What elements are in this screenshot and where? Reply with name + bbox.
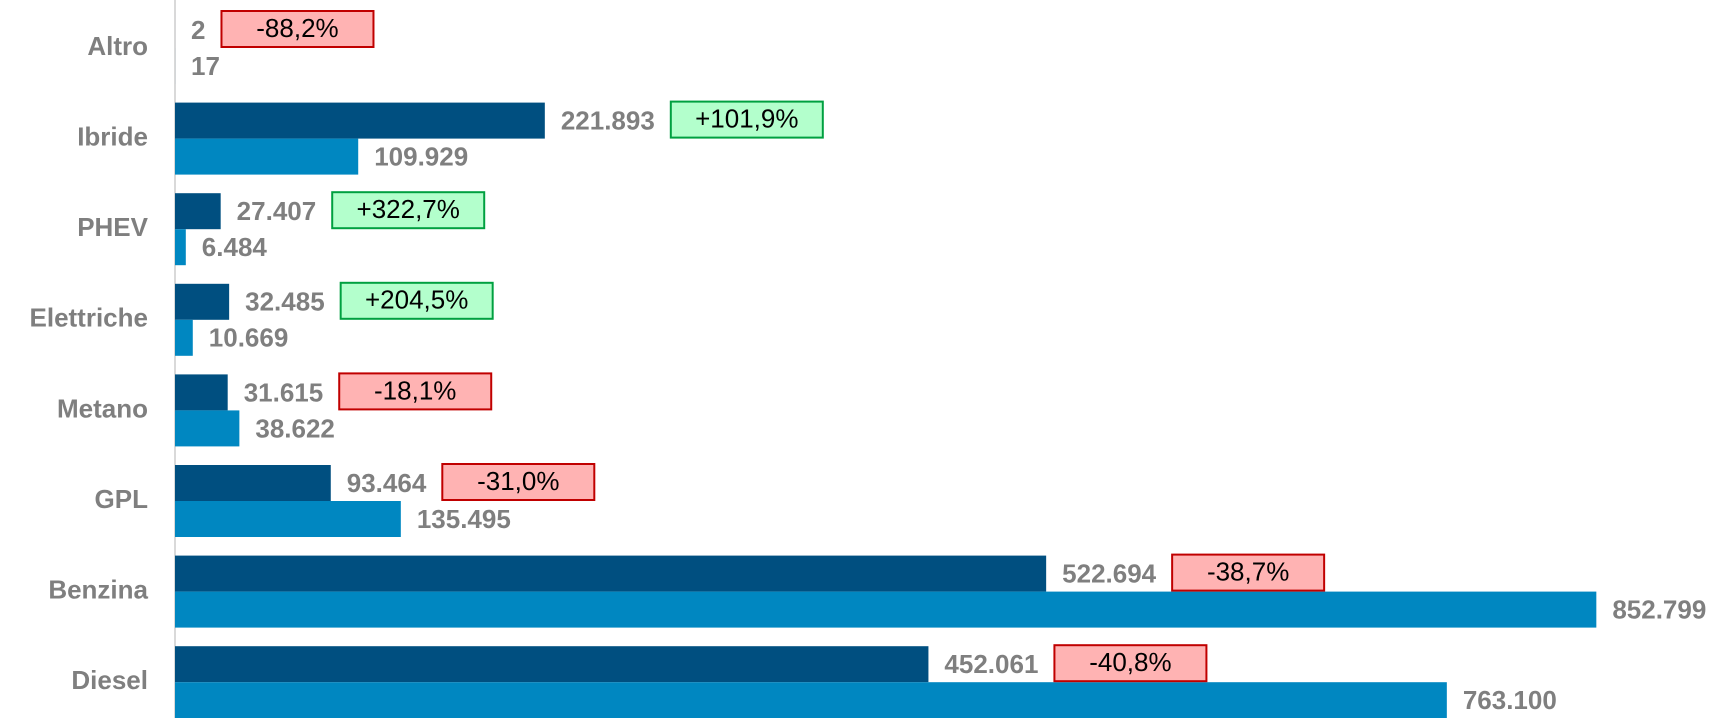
value-label: 17 — [191, 51, 220, 81]
change-label: -18,1% — [374, 375, 456, 405]
value-label: 38.622 — [255, 413, 335, 443]
bar — [175, 138, 359, 175]
value-label: 31.615 — [244, 377, 324, 407]
category-label: Elettriche — [30, 303, 149, 333]
change-box — [338, 372, 493, 411]
change-box — [220, 10, 375, 48]
category-label: GPL — [95, 484, 149, 514]
change-box — [441, 463, 596, 501]
value-label: 93.464 — [347, 468, 427, 498]
bar — [175, 374, 228, 411]
bar — [175, 193, 221, 230]
category-label: Diesel — [71, 665, 148, 695]
value-label: 10.669 — [209, 323, 289, 353]
change-box — [1053, 644, 1208, 683]
change-label: -38,7% — [1207, 556, 1289, 586]
bar — [175, 283, 230, 320]
change-box — [1171, 553, 1326, 592]
value-label: 522.694 — [1062, 558, 1157, 588]
change-label: -88,2% — [256, 13, 338, 43]
value-label: 221.893 — [561, 105, 655, 135]
bar — [175, 646, 929, 683]
bar — [175, 319, 193, 356]
bar — [175, 682, 1447, 718]
category-label: Metano — [57, 393, 148, 423]
bar — [175, 229, 186, 266]
bar — [175, 410, 240, 447]
change-box — [339, 281, 494, 320]
category-label: Ibride — [77, 121, 148, 151]
category-label: Altro — [87, 31, 148, 61]
value-label: 6.484 — [202, 232, 268, 262]
category-label: Benzina — [48, 574, 148, 604]
change-label: +204,5% — [365, 285, 468, 315]
value-label: 27.407 — [237, 196, 317, 226]
value-label: 763.100 — [1463, 685, 1557, 715]
value-label: 2 — [191, 15, 205, 45]
value-label: 452.061 — [944, 649, 1038, 679]
bar — [175, 102, 545, 139]
change-box — [669, 100, 824, 139]
category-label: PHEV — [77, 212, 148, 242]
change-label: -31,0% — [477, 466, 559, 496]
change-label: -40,8% — [1089, 647, 1171, 677]
bar — [175, 465, 331, 501]
value-label: 32.485 — [245, 287, 325, 317]
bar — [175, 591, 1597, 628]
change-label: +322,7% — [357, 194, 460, 224]
value-label: 109.929 — [374, 141, 468, 171]
bar — [175, 501, 401, 537]
change-label: +101,9% — [695, 103, 798, 133]
change-box — [331, 191, 486, 230]
value-label: 852.799 — [1612, 594, 1706, 624]
value-label: 135.495 — [417, 504, 511, 534]
bar — [175, 555, 1047, 592]
